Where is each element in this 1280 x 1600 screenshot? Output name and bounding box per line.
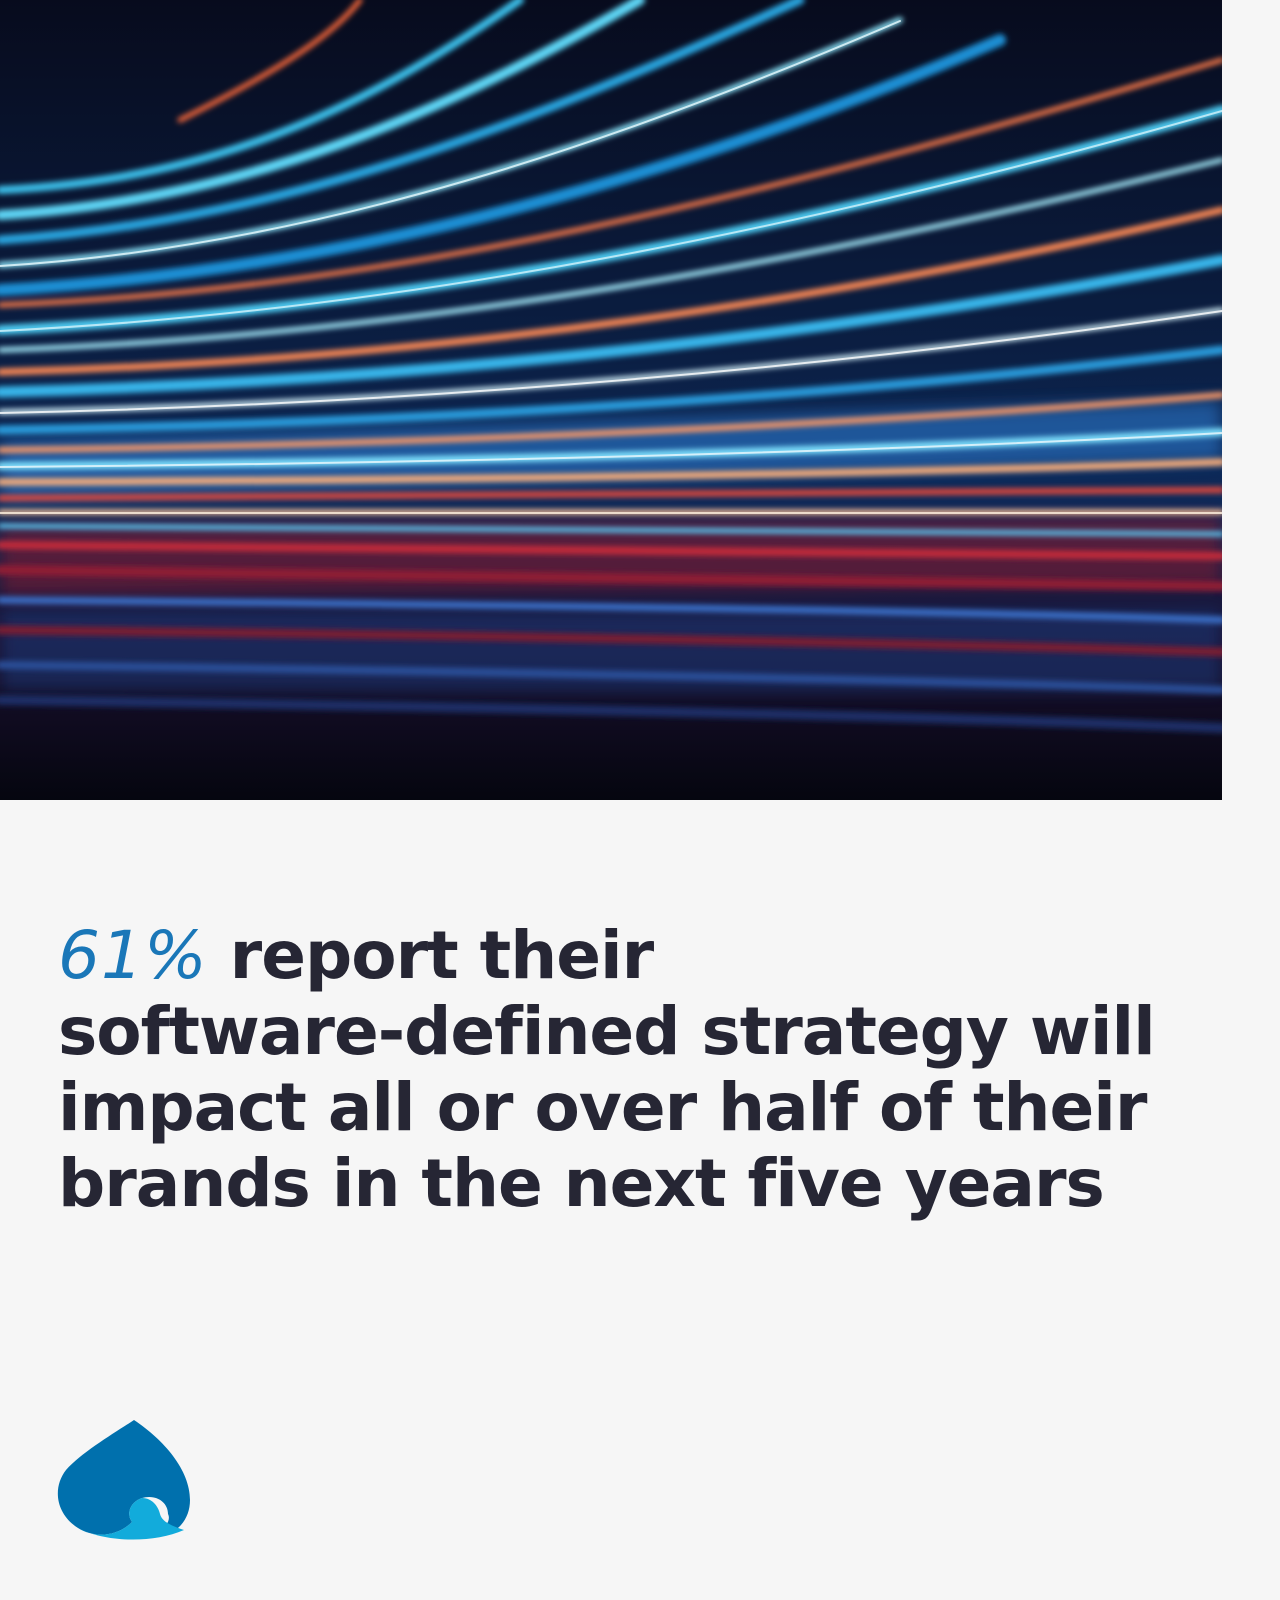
headline-line-3: impact all or over half of their	[58, 1069, 1147, 1146]
headline-line-4: brands in the next five years	[58, 1145, 1105, 1222]
spade-drop-logo-icon	[58, 1420, 190, 1540]
headline-line-1: report their	[207, 917, 654, 994]
light-trails-image	[0, 0, 1222, 800]
headline-stat: 61%	[58, 917, 208, 994]
hero-image	[0, 0, 1222, 800]
brand-logo	[56, 1418, 190, 1542]
headline-line-2: software-defined strategy will	[58, 993, 1156, 1070]
headline: 61% report their software-defined strateg…	[58, 918, 1218, 1222]
